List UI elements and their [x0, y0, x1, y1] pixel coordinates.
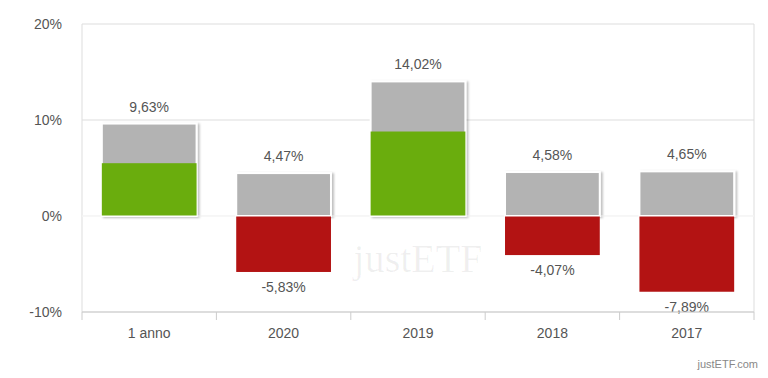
data-label: 4,47%: [264, 148, 304, 164]
x-tick-label: 2017: [671, 325, 702, 341]
bar: [371, 81, 466, 216]
bar: [639, 171, 734, 216]
x-tick: [485, 312, 486, 320]
bar: [236, 173, 331, 216]
x-tick: [754, 312, 755, 320]
chart-container: justETF -10% 0% 10% 20% 9,63% 4,47% 14,02% 4,58%…: [0, 0, 768, 378]
bar: [639, 216, 734, 292]
grid: [82, 24, 754, 312]
y-tick-label: 10%: [34, 112, 62, 128]
grid-line: [82, 216, 754, 217]
zero-line: [82, 216, 754, 217]
chart-svg: justETF -10% 0% 10% 20% 9,63% 4,47% 14,02% 4,58%…: [0, 0, 768, 378]
bar: [102, 124, 197, 216]
y-tick-label: 0%: [42, 208, 62, 224]
x-axis: [82, 312, 754, 313]
x-tick: [216, 312, 217, 320]
x-tick-label: 2020: [268, 325, 299, 341]
plot-frame: [82, 24, 83, 312]
y-tick-label: -10%: [29, 304, 62, 320]
bars: [102, 81, 734, 291]
x-tick: [619, 312, 620, 320]
data-label: 4,58%: [533, 147, 573, 163]
grid-line: [82, 312, 754, 313]
source-credit: justETF.com: [696, 358, 758, 370]
bar: [236, 216, 331, 272]
data-label: 4,65%: [667, 146, 707, 162]
x-tick: [82, 312, 83, 320]
plot-frame: [754, 24, 755, 312]
x-tick-label: 2018: [537, 325, 568, 341]
x-tick-label: 2019: [402, 325, 433, 341]
grid-line: [82, 24, 754, 25]
x-tick: [350, 312, 351, 320]
bar: [505, 172, 600, 216]
x-tick-label: 1 anno: [128, 325, 171, 341]
y-tick-label: 20%: [34, 16, 62, 32]
bar: [102, 163, 197, 216]
data-label: 9,63%: [129, 99, 169, 115]
bar: [371, 132, 466, 216]
data-label: 14,02%: [394, 56, 441, 72]
data-label: -4,07%: [530, 262, 574, 278]
data-label: -5,83%: [261, 279, 305, 295]
watermark: justETF: [352, 236, 483, 281]
bar: [505, 216, 600, 255]
